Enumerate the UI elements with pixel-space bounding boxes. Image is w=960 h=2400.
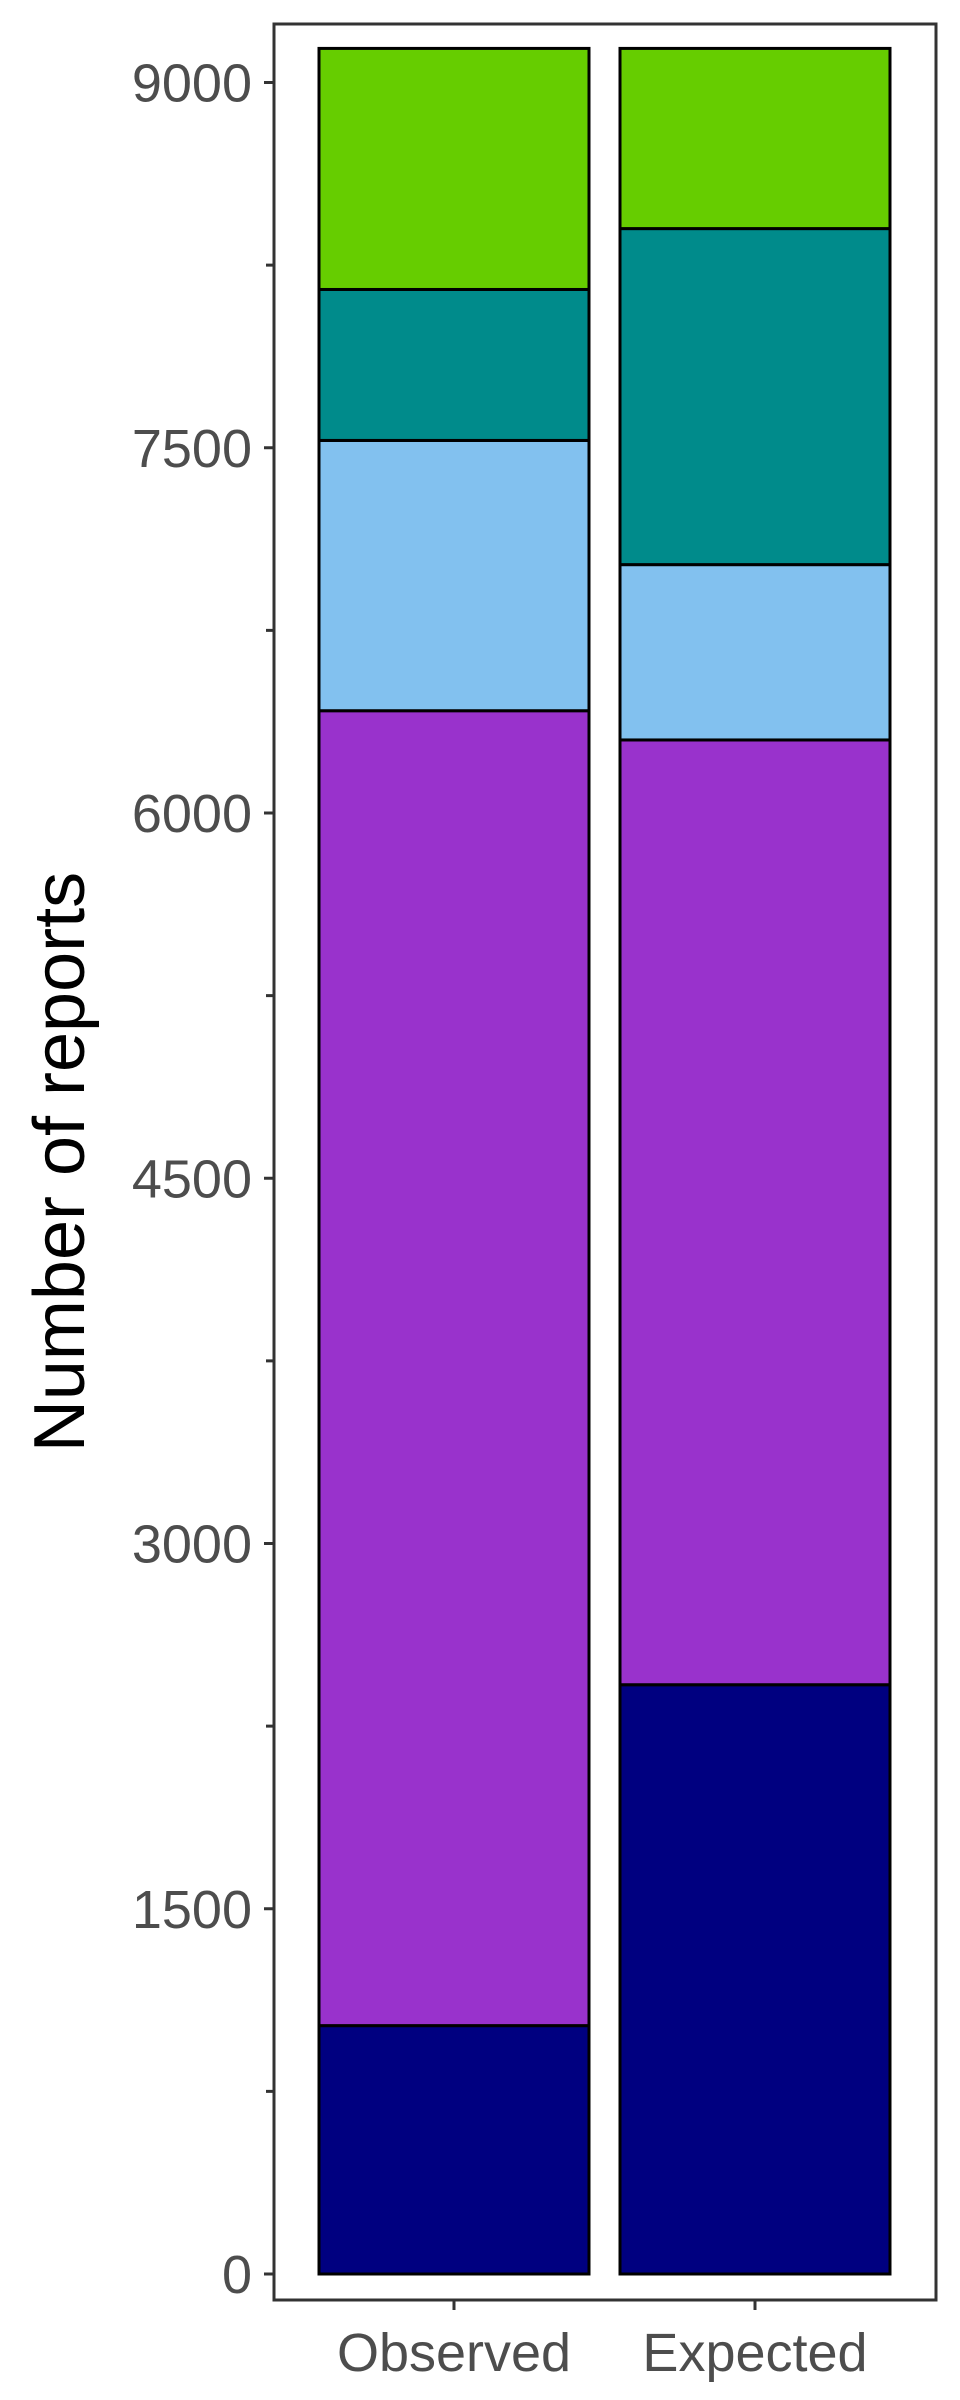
y-tick-label: 9000 xyxy=(132,54,252,114)
x-tick-label-observed: Observed xyxy=(337,2323,571,2383)
bar-observed-segment-3 xyxy=(317,438,591,713)
bar-observed-segment-4 xyxy=(317,287,591,442)
bar-expected-segment-4 xyxy=(618,227,892,567)
bar-observed-segment-5 xyxy=(317,46,591,291)
bar-expected-segment-2 xyxy=(618,738,892,1687)
y-tick-label: 7500 xyxy=(132,419,252,479)
bar-observed-segment-1 xyxy=(317,2024,591,2276)
y-tick-label: 4500 xyxy=(132,1149,252,1209)
bars-layer xyxy=(317,46,892,2276)
x-tick-label-expected: Expected xyxy=(642,2323,867,2383)
panel-border xyxy=(272,22,938,2302)
y-tick-label: 6000 xyxy=(132,784,252,844)
x-axis: Observed Expected xyxy=(337,2300,868,2383)
y-tick-label: 3000 xyxy=(132,1515,252,1575)
bar-observed-segment-2 xyxy=(317,709,591,2028)
bar-expected-segment-5 xyxy=(618,46,892,231)
bar-expected-segment-3 xyxy=(618,563,892,742)
y-axis-title: Number of reports xyxy=(20,872,100,1452)
y-tick-label: 1500 xyxy=(132,1880,252,1940)
y-axis: 0 1500 3000 4500 6000 7500 9000 xyxy=(132,54,274,2305)
y-tick-label: 0 xyxy=(222,2245,252,2305)
bar-expected-segment-1 xyxy=(618,1683,892,2276)
